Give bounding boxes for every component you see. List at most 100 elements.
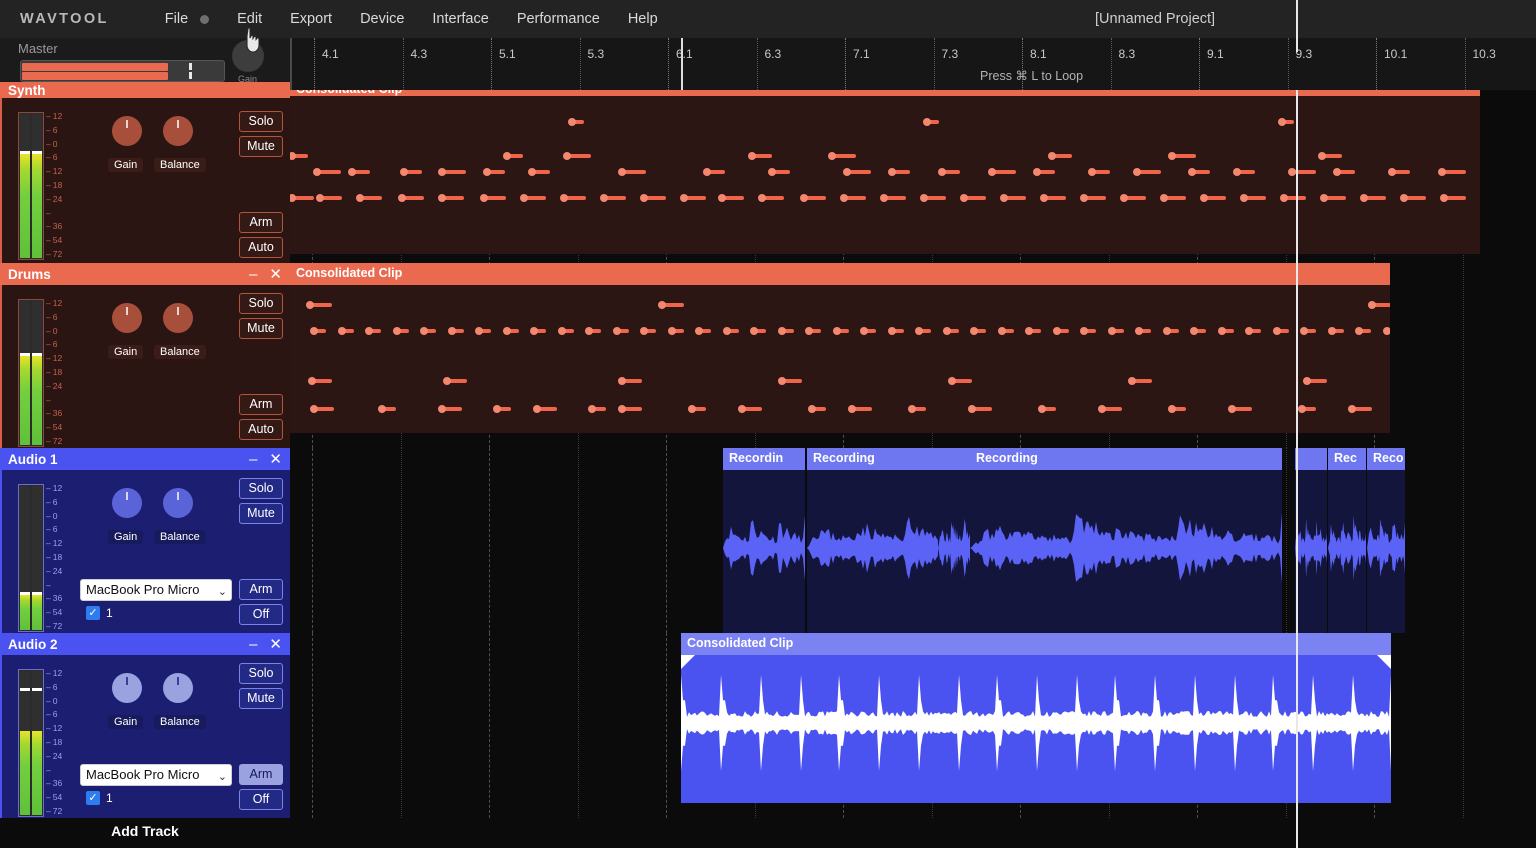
midi-note[interactable]: [768, 168, 790, 176]
midi-note[interactable]: [1000, 194, 1026, 202]
midi-note[interactable]: [1388, 168, 1410, 176]
menu-device[interactable]: Device: [360, 11, 405, 27]
midi-note[interactable]: [1355, 327, 1371, 335]
midi-note[interactable]: [800, 194, 826, 202]
midi-note[interactable]: [530, 327, 546, 335]
midi-note[interactable]: [447, 327, 464, 335]
midi-note[interactable]: [960, 194, 986, 202]
track-header-audio-1[interactable]: Audio 1 – ✕: [0, 448, 290, 470]
track-header-synth[interactable]: Synth: [0, 82, 290, 98]
midi-note[interactable]: [290, 152, 308, 160]
midi-note[interactable]: [618, 377, 642, 385]
midi-note[interactable]: [722, 327, 739, 335]
midi-note[interactable]: [748, 152, 772, 160]
midi-note[interactable]: [840, 194, 866, 202]
master-gain-knob[interactable]: [232, 40, 264, 72]
midi-note[interactable]: [1360, 194, 1386, 202]
auto-button-synth[interactable]: Auto: [239, 237, 283, 258]
midi-note[interactable]: [1080, 194, 1106, 202]
midi-note[interactable]: [475, 327, 491, 335]
midi-note[interactable]: [493, 405, 511, 413]
midi-note[interactable]: [1240, 194, 1266, 202]
midi-note[interactable]: [680, 194, 706, 202]
midi-note[interactable]: [718, 194, 744, 202]
midi-note[interactable]: [758, 194, 784, 202]
midi-note[interactable]: [1168, 405, 1186, 413]
clip-recording-audio-1[interactable]: Reco: [1367, 448, 1405, 633]
midi-note[interactable]: [392, 327, 409, 335]
midi-note[interactable]: [563, 152, 591, 160]
balance-knob-audio-2[interactable]: [163, 673, 193, 703]
clip-recording-audio-1[interactable]: Recordin: [723, 448, 805, 633]
midi-note[interactable]: [640, 194, 666, 202]
input-channel-checkbox-audio-2[interactable]: ✓: [86, 791, 100, 805]
midi-note[interactable]: [600, 194, 626, 202]
menu-interface[interactable]: Interface: [432, 11, 489, 27]
fade-in-handle[interactable]: [681, 655, 695, 669]
mute-button-audio-1[interactable]: Mute: [239, 503, 283, 524]
mute-button-audio-2[interactable]: Mute: [239, 688, 283, 709]
midi-note[interactable]: [306, 301, 332, 309]
midi-note[interactable]: [588, 405, 606, 413]
auto-button-audio-1[interactable]: Off: [239, 604, 283, 625]
midi-note[interactable]: [528, 168, 550, 176]
midi-note[interactable]: [1303, 377, 1327, 385]
midi-note[interactable]: [310, 327, 326, 335]
track-header-drums[interactable]: Drums – ✕: [0, 263, 290, 285]
midi-note[interactable]: [290, 194, 314, 202]
midi-note[interactable]: [887, 327, 904, 335]
midi-note[interactable]: [1048, 152, 1072, 160]
midi-note[interactable]: [1052, 327, 1069, 335]
project-title[interactable]: [Unnamed Project]: [1095, 11, 1216, 27]
lane-synth[interactable]: Consolidated Clip: [290, 90, 1536, 270]
midi-note[interactable]: [308, 377, 332, 385]
midi-note[interactable]: [443, 377, 467, 385]
midi-note[interactable]: [695, 327, 711, 335]
midi-note[interactable]: [880, 194, 906, 202]
gain-knob-synth[interactable]: [112, 116, 142, 146]
menu-file[interactable]: File: [164, 11, 189, 27]
midi-note[interactable]: [808, 405, 826, 413]
arm-button-drums[interactable]: Arm: [239, 394, 283, 415]
solo-button-synth[interactable]: Solo: [239, 111, 283, 132]
midi-note[interactable]: [1400, 194, 1426, 202]
midi-note[interactable]: [1440, 194, 1466, 202]
midi-note[interactable]: [520, 194, 546, 202]
midi-note[interactable]: [1272, 327, 1289, 335]
master-fader[interactable]: [20, 60, 225, 82]
midi-note[interactable]: [378, 405, 396, 413]
midi-note[interactable]: [948, 377, 972, 385]
midi-note[interactable]: [1098, 405, 1122, 413]
solo-button-drums[interactable]: Solo: [239, 293, 283, 314]
midi-note[interactable]: [848, 405, 872, 413]
midi-note[interactable]: [502, 327, 519, 335]
midi-note[interactable]: [480, 194, 506, 202]
midi-note[interactable]: [1318, 152, 1342, 160]
midi-note[interactable]: [618, 168, 646, 176]
midi-note[interactable]: [1327, 327, 1344, 335]
midi-note[interactable]: [1188, 168, 1210, 176]
solo-button-audio-2[interactable]: Solo: [239, 663, 283, 684]
midi-note[interactable]: [533, 405, 557, 413]
close-track-audio-1[interactable]: ✕: [269, 450, 282, 468]
midi-note[interactable]: [503, 152, 523, 160]
clip-recording-audio-1[interactable]: Recording: [970, 448, 1282, 633]
midi-note[interactable]: [915, 327, 931, 335]
menu-edit[interactable]: Edit: [237, 11, 263, 27]
midi-note[interactable]: [860, 327, 876, 335]
midi-note[interactable]: [1288, 168, 1316, 176]
midi-note[interactable]: [1217, 327, 1234, 335]
midi-note[interactable]: [1025, 327, 1041, 335]
clip-consolidated-synth[interactable]: Consolidated Clip: [290, 90, 1480, 254]
mute-button-synth[interactable]: Mute: [239, 136, 283, 157]
midi-note[interactable]: [1190, 327, 1206, 335]
midi-note[interactable]: [1382, 327, 1390, 335]
midi-note[interactable]: [365, 327, 381, 335]
balance-knob-synth[interactable]: [163, 116, 193, 146]
solo-button-audio-1[interactable]: Solo: [239, 478, 283, 499]
midi-note[interactable]: [1333, 168, 1355, 176]
midi-note[interactable]: [843, 168, 871, 176]
clip-consolidated-drums[interactable]: Consolidated Clip: [290, 263, 1390, 433]
midi-note[interactable]: [348, 168, 370, 176]
minimize-track-audio-2[interactable]: –: [249, 635, 258, 653]
